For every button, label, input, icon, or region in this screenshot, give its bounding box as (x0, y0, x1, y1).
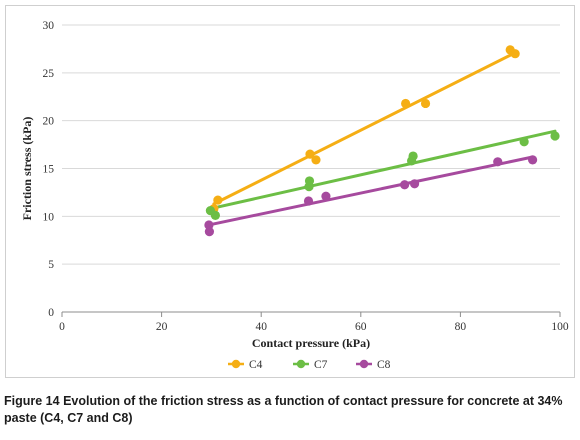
x-tick-label: 40 (255, 321, 267, 333)
trendline-c7 (208, 129, 557, 211)
data-point-c7 (519, 137, 529, 147)
y-tick-label: 25 (43, 68, 55, 80)
data-point-c4 (311, 155, 321, 165)
data-point-c8 (204, 220, 214, 230)
chart-container: 0 5 10 15 20 25 30 0 20 40 60 80 100 Contact pressure… (5, 5, 575, 378)
x-tick-label: 60 (355, 321, 367, 333)
data-point-c8 (493, 157, 503, 167)
x-tick-label: 20 (156, 321, 168, 333)
data-point-c4 (510, 49, 520, 59)
y-tick-label: 0 (48, 307, 54, 319)
figure-label: Figure 14 (4, 394, 60, 408)
data-point-c8 (409, 179, 420, 189)
data-point-c4 (401, 98, 411, 109)
trendline-c8 (207, 155, 535, 227)
figure-caption: Figure 14 Evolution of the friction stre… (4, 393, 576, 427)
y-tick-label: 20 (43, 116, 55, 128)
x-tick-label: 0 (59, 321, 65, 333)
data-point-c4 (213, 195, 223, 205)
data-point-c8 (321, 191, 331, 201)
friction-stress-chart: 0 5 10 15 20 25 30 0 20 40 60 80 100 Contact pressure… (20, 20, 569, 371)
trendline-c4 (212, 51, 517, 206)
data-point-c8 (303, 196, 314, 206)
legend-marker-c4 (231, 359, 241, 369)
legend-label-c8: C8 (377, 359, 391, 371)
data-point-c7 (304, 182, 314, 192)
legend-marker-c7 (296, 359, 306, 369)
data-point-c8 (400, 180, 410, 190)
figure-caption-text: Evolution of the friction stress as a fu… (4, 394, 563, 425)
legend-marker-c8 (359, 359, 369, 369)
y-tick-label: 15 (43, 164, 55, 176)
data-point-c8 (528, 155, 538, 165)
legend-label-c7: C7 (314, 359, 328, 371)
y-tick-label: 10 (43, 211, 55, 223)
data-point-c4 (305, 149, 315, 159)
y-tick-label: 5 (48, 259, 54, 271)
data-point-c7 (210, 210, 220, 220)
x-tick-label: 80 (455, 321, 467, 333)
x-axis-title: Contact pressure (kPa) (252, 336, 370, 350)
legend-label-c4: C4 (249, 359, 263, 371)
data-point-c8 (204, 227, 215, 237)
data-point-c7 (550, 131, 560, 141)
y-tick-label: 30 (43, 20, 55, 32)
y-axis-title: Friction stress (kPa) (20, 117, 34, 221)
data-point-c7 (406, 156, 417, 166)
data-point-c4 (420, 98, 431, 109)
x-tick-label: 100 (551, 321, 569, 333)
